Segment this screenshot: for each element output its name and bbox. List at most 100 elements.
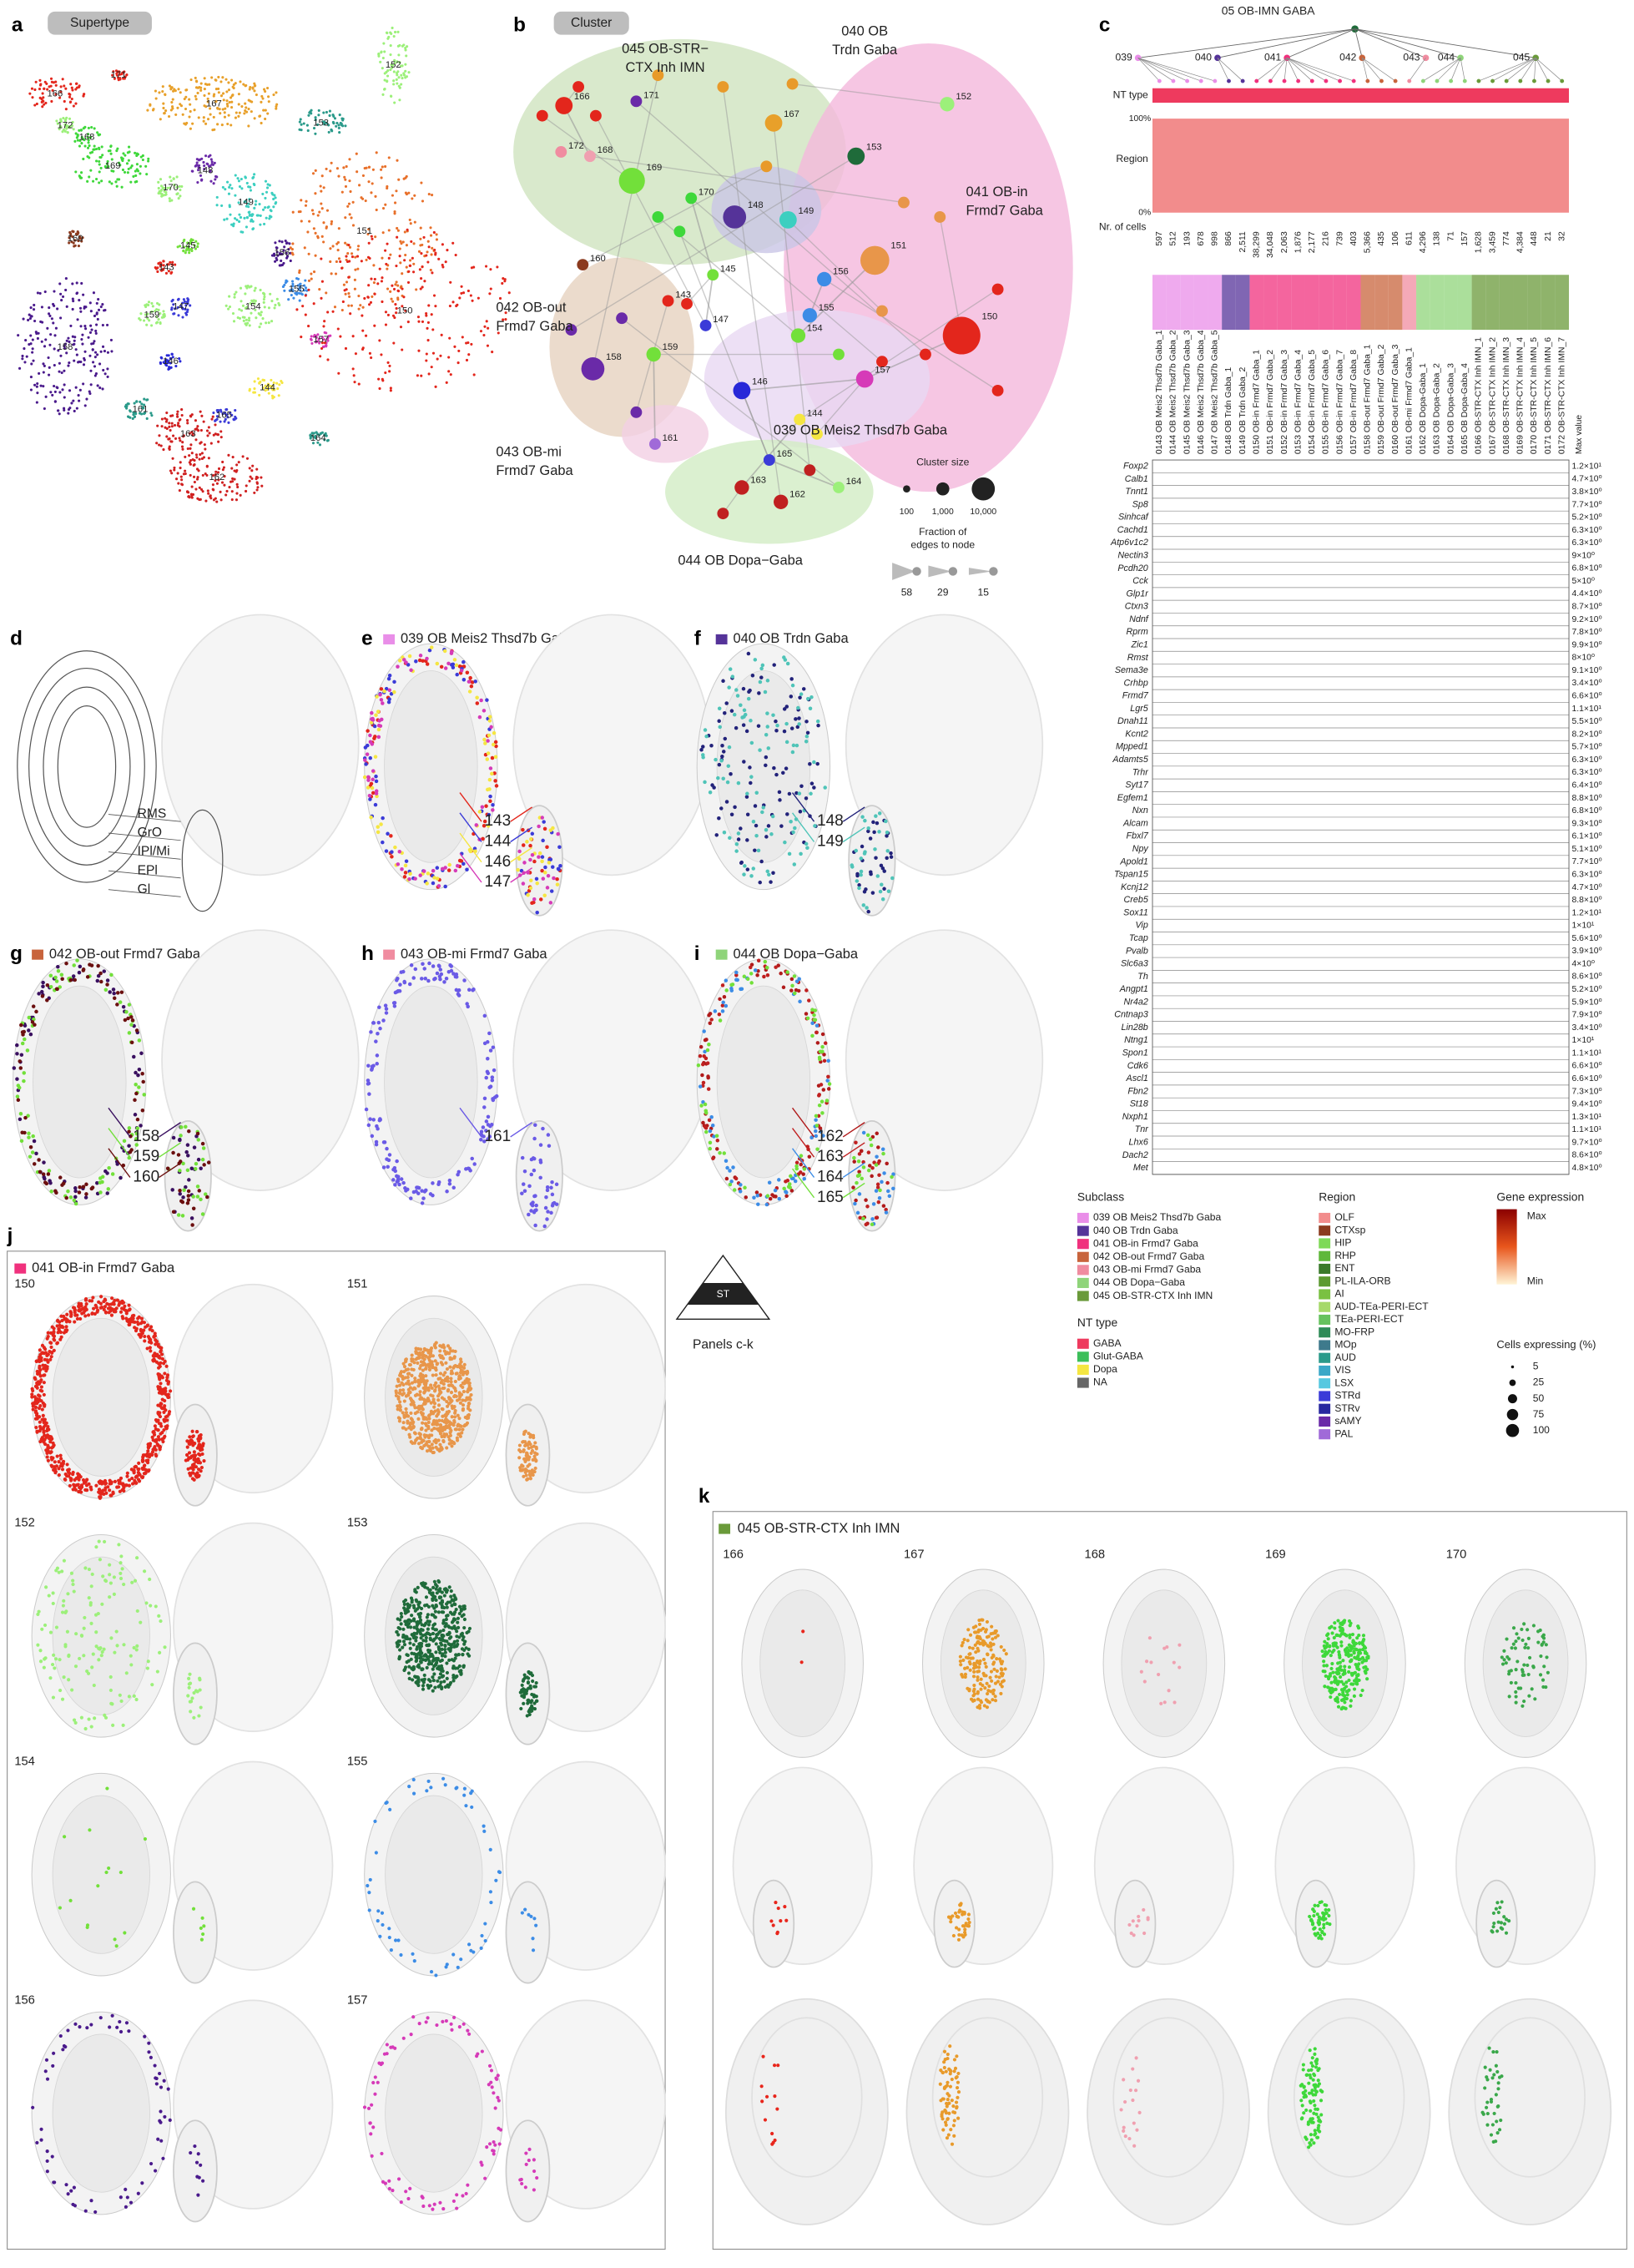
cell-dot <box>271 387 275 391</box>
cell-dot <box>395 189 398 193</box>
cell-dot <box>396 82 399 85</box>
cell-dot <box>78 1316 83 1321</box>
cell-dot <box>64 1325 68 1329</box>
max-value: 4.8×10⁰ <box>1571 1164 1601 1173</box>
cell-dot <box>447 370 451 373</box>
cell-dot <box>266 112 270 115</box>
cell-dot <box>401 77 404 80</box>
cell-dot <box>341 117 345 121</box>
cell-dot <box>227 421 230 424</box>
cell-dot <box>386 676 391 681</box>
cell-dot <box>170 306 174 310</box>
cell-dot <box>38 1439 43 1444</box>
cell-dot <box>272 197 275 201</box>
cell-dot <box>241 304 245 307</box>
cell-dot <box>383 50 386 53</box>
cell-dot <box>714 757 718 762</box>
cell-dot <box>387 156 391 159</box>
cell-dot <box>101 345 105 348</box>
cell-dot <box>167 1412 171 1417</box>
cell-dot <box>490 755 495 760</box>
title-pill <box>48 11 152 35</box>
cell-dot <box>753 968 758 972</box>
cell-dot <box>456 992 461 997</box>
cell-dot <box>885 834 889 838</box>
cell-dot <box>186 422 189 425</box>
cell-dot <box>88 331 93 334</box>
cell-dot <box>719 759 724 763</box>
cell-dot <box>393 30 397 34</box>
cell-dot <box>180 1200 185 1205</box>
cell-dot <box>63 407 66 410</box>
cell-dot <box>858 1215 862 1220</box>
max-value: 8.8×10⁰ <box>1571 794 1601 803</box>
cell-dot <box>554 1182 559 1187</box>
cell-dot <box>407 71 411 74</box>
cell-dot <box>100 1179 104 1185</box>
cell-dot <box>387 256 391 260</box>
cell-dot <box>15 1094 20 1099</box>
cell-dot <box>557 845 562 849</box>
cell-dot <box>854 1198 858 1203</box>
cell-dot <box>54 83 58 87</box>
cluster-label: 165 <box>817 1189 844 1206</box>
cell-dot <box>159 178 163 181</box>
cell-dot <box>875 821 880 826</box>
cell-dot <box>404 191 407 194</box>
cell-dot <box>42 1373 46 1377</box>
cell-dot <box>353 381 356 384</box>
cell-dot <box>380 50 383 53</box>
cell-dot <box>322 221 325 225</box>
cell-dot <box>79 237 83 240</box>
cell-dot <box>801 687 806 691</box>
cell-dot <box>234 409 237 412</box>
cell-dot <box>521 827 525 832</box>
node-label: 153 <box>866 143 882 153</box>
cell-dot <box>110 1296 114 1301</box>
cell-dot <box>61 388 64 391</box>
cell-dot <box>374 791 379 796</box>
cell-dot <box>101 154 104 157</box>
cell-dot <box>393 212 396 215</box>
cell-dot <box>389 94 393 98</box>
gene-label: Cntnap3 <box>1114 1010 1148 1020</box>
cell-dot <box>337 371 340 375</box>
cell-dot <box>145 1324 149 1328</box>
cell-dot <box>241 230 245 234</box>
cell-dot <box>757 691 761 695</box>
cell-dot <box>160 188 164 192</box>
cell-dot <box>875 1131 879 1136</box>
cell-dot <box>769 880 773 884</box>
cluster-label: 162 <box>209 472 225 482</box>
cell-dot <box>376 710 381 714</box>
cell-dot <box>459 669 464 673</box>
cell-dot <box>25 1048 30 1053</box>
cell-dot <box>255 316 258 320</box>
cell-dot <box>61 1459 66 1463</box>
cell-dot <box>312 270 316 274</box>
cell-dot <box>384 371 387 375</box>
cell-dot <box>521 881 526 886</box>
cell-dot <box>311 172 315 175</box>
cell-dot <box>185 1445 189 1449</box>
cell-dot <box>717 816 721 821</box>
cell-dot <box>436 357 439 361</box>
cell-dot <box>764 763 768 768</box>
cell-dot <box>75 281 78 285</box>
tree-leaf-node <box>1198 78 1203 83</box>
cell-dot <box>393 58 396 62</box>
cell-dot <box>721 776 725 781</box>
cell-dot <box>713 1009 718 1013</box>
cell-dot <box>88 1299 92 1303</box>
cell-dot <box>146 1442 150 1447</box>
cell-dot <box>71 120 74 124</box>
cell-dot <box>38 83 43 87</box>
cell-dot <box>202 160 205 164</box>
cell-dot <box>265 190 269 194</box>
cell-dot <box>335 167 339 170</box>
subclass-label: 040 <box>1195 52 1212 63</box>
cell-dot <box>421 1196 426 1200</box>
cell-dot <box>820 1032 825 1037</box>
cell-dot <box>38 1374 43 1378</box>
